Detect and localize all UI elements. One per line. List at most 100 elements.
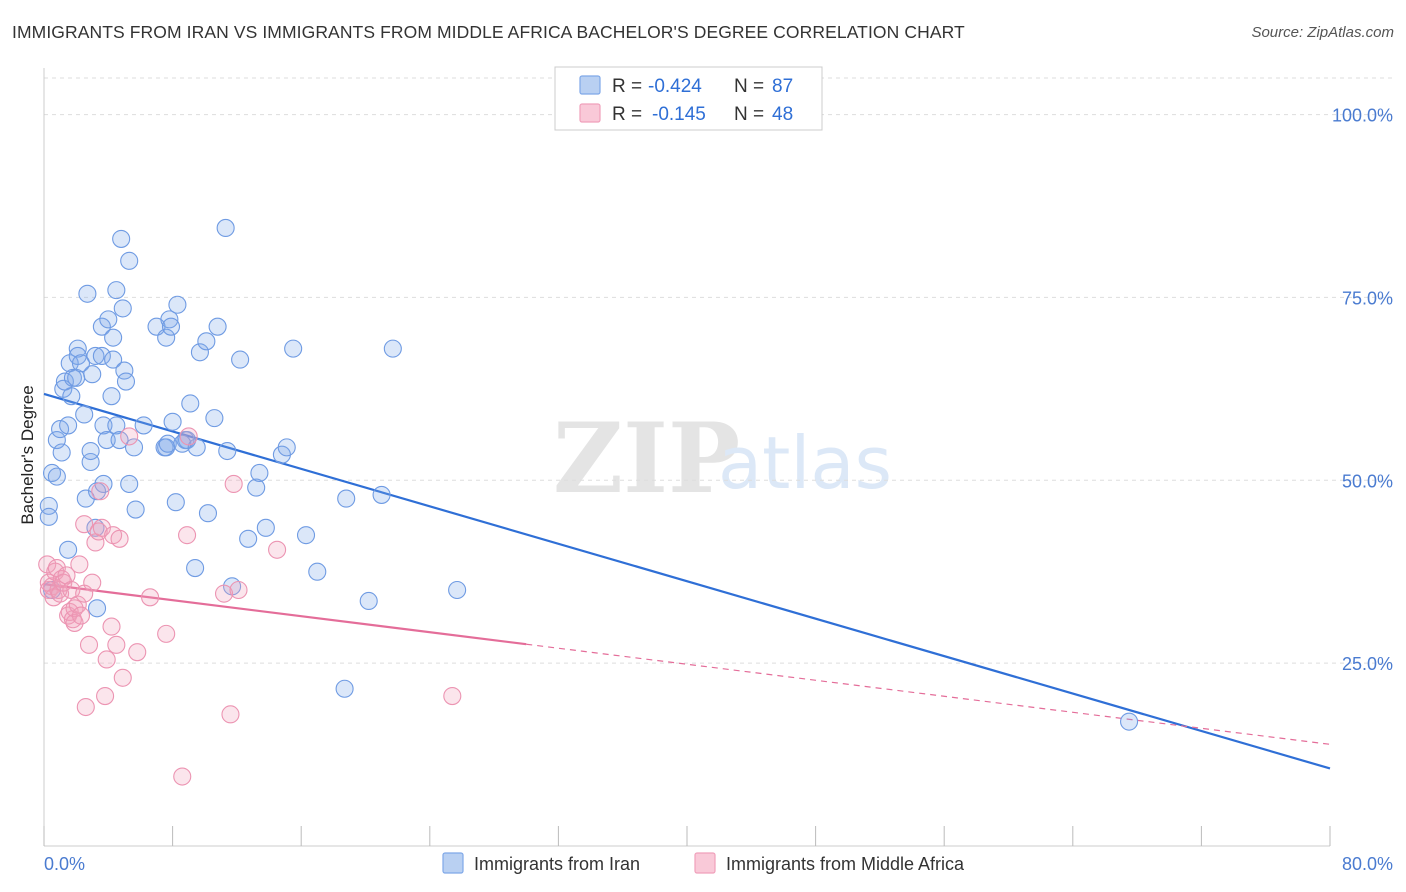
point-iran	[59, 540, 78, 559]
point-middle-africa	[179, 427, 198, 446]
point-middle-africa	[173, 767, 192, 786]
tick-labels: 25.0% 50.0% 75.0% 100.0% 0.0% 80.0%	[44, 106, 1393, 874]
point-iran	[168, 295, 187, 314]
point-middle-africa	[110, 529, 129, 548]
point-iran	[68, 339, 87, 358]
legend-swatch-iran	[442, 852, 464, 874]
legend-r-label: R =	[612, 104, 642, 125]
point-iran	[308, 562, 327, 581]
point-iran	[87, 599, 107, 618]
legend-label-iran: Immigrants from Iran	[474, 854, 640, 874]
point-middle-africa	[141, 588, 160, 607]
point-iran	[157, 328, 176, 347]
point-iran	[62, 387, 81, 406]
point-iran	[163, 412, 182, 431]
point-iran	[104, 350, 123, 369]
point-iran	[104, 328, 123, 347]
point-iran	[92, 346, 111, 365]
y-tick-label: 50.0%	[1342, 471, 1393, 491]
point-iran	[448, 580, 467, 600]
legend-n-value: 48	[772, 104, 793, 125]
point-iran	[39, 507, 58, 526]
point-iran	[372, 485, 391, 504]
data-points	[38, 218, 1139, 786]
y-tick-label: 75.0%	[1342, 288, 1393, 308]
watermark-zip: ZIP	[553, 402, 740, 515]
source-credit: Source: ZipAtlas.com	[1251, 24, 1394, 41]
point-iran	[76, 489, 95, 508]
axes	[43, 68, 1331, 847]
series-legend: Immigrants from Iran Immigrants from Mid…	[442, 852, 965, 874]
legend-label-middle-africa: Immigrants from Middle Africa	[726, 854, 965, 874]
point-iran	[126, 500, 145, 519]
x-tick-label: 0.0%	[44, 854, 85, 874]
point-iran	[97, 431, 116, 450]
legend-n-value: 87	[772, 76, 793, 97]
point-iran	[277, 438, 296, 457]
point-middle-africa	[57, 566, 76, 585]
point-middle-africa	[70, 555, 89, 574]
point-iran	[113, 299, 132, 318]
point-middle-africa	[83, 573, 102, 592]
point-middle-africa	[214, 584, 234, 603]
point-middle-africa	[229, 580, 248, 600]
point-iran	[296, 526, 316, 545]
point-iran	[197, 332, 216, 351]
legend-swatch-middle-africa	[694, 852, 716, 874]
point-iran	[120, 251, 139, 270]
point-middle-africa	[75, 515, 94, 534]
point-iran	[247, 478, 266, 497]
point-middle-africa	[107, 635, 126, 654]
point-middle-africa	[224, 474, 243, 493]
legend-n-label: N =	[734, 76, 764, 97]
point-iran	[78, 284, 97, 303]
point-iran	[173, 434, 192, 453]
point-iran	[166, 493, 185, 512]
x-tick-label: 80.0%	[1342, 854, 1393, 874]
point-iran	[161, 317, 181, 336]
point-iran	[359, 591, 378, 611]
trend-line-middle-africa-extension	[526, 643, 1331, 745]
point-middle-africa	[71, 606, 91, 625]
point-middle-africa	[76, 697, 95, 717]
point-middle-africa	[113, 668, 132, 687]
point-iran	[158, 434, 177, 453]
point-middle-africa	[102, 617, 121, 636]
point-iran	[134, 416, 153, 435]
point-iran	[337, 489, 356, 508]
point-iran	[216, 218, 235, 237]
chart-title: IMMIGRANTS FROM IRAN VS IMMIGRANTS FROM …	[12, 22, 965, 42]
point-middle-africa	[97, 650, 116, 669]
trend-line-middle-africa	[43, 583, 527, 646]
point-iran	[181, 394, 200, 413]
point-iran	[47, 467, 66, 486]
point-middle-africa	[221, 705, 240, 724]
trend-lines	[43, 392, 1331, 770]
point-iran	[120, 474, 139, 493]
point-iran	[112, 229, 131, 248]
point-iran	[52, 443, 71, 462]
point-iran	[94, 416, 113, 435]
point-iran	[83, 365, 102, 384]
legend-r-value: -0.424	[648, 76, 702, 97]
gridlines	[44, 77, 1392, 664]
point-middle-africa	[65, 613, 84, 632]
point-iran	[208, 317, 227, 336]
point-iran	[124, 438, 144, 457]
point-iran	[231, 350, 250, 369]
point-iran	[107, 416, 126, 435]
y-axis-label: Bachelor's Degree	[18, 385, 37, 524]
point-iran	[42, 463, 62, 483]
point-middle-africa	[92, 518, 111, 537]
point-iran	[256, 518, 275, 537]
point-middle-africa	[79, 635, 99, 654]
watermark-atlas: atlas	[718, 421, 892, 505]
point-iran	[86, 346, 105, 365]
point-iran	[75, 405, 94, 424]
point-middle-africa	[68, 595, 87, 614]
legend-swatch-middle-africa	[579, 103, 601, 123]
point-iran	[1120, 712, 1139, 731]
point-middle-africa	[157, 624, 176, 643]
point-middle-africa	[96, 687, 115, 706]
